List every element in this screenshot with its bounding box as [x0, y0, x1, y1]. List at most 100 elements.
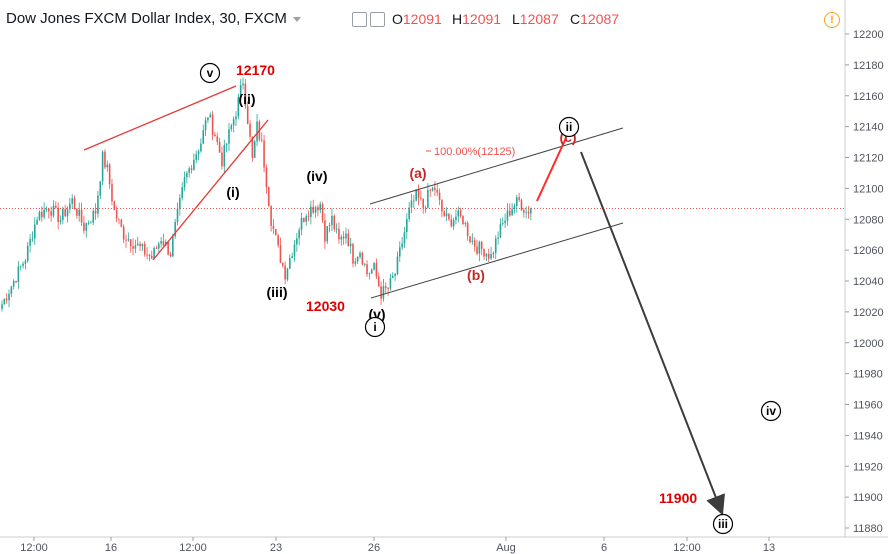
- candle-body: [391, 275, 394, 278]
- candle-body: [527, 211, 530, 214]
- candle-body: [106, 164, 109, 168]
- candle-body: [403, 232, 406, 244]
- candle-body: [73, 198, 76, 210]
- candle-body: [183, 177, 186, 188]
- candle-body: [396, 256, 399, 274]
- candle-body: [366, 264, 368, 275]
- candle-body: [333, 215, 336, 230]
- candle-body: [352, 243, 354, 264]
- candle-body: [478, 241, 481, 254]
- candle-body: [92, 210, 95, 223]
- candle-body: [326, 225, 329, 242]
- x-tick-label: 13: [763, 542, 775, 554]
- candle-body: [22, 263, 24, 266]
- candle-body: [214, 134, 216, 137]
- candle-body: [55, 205, 57, 208]
- candle-body: [380, 286, 382, 299]
- symbol-dropdown-icon[interactable]: [292, 16, 301, 22]
- candle-body: [501, 223, 504, 224]
- candle-body: [317, 207, 319, 211]
- candle-body: [450, 219, 453, 227]
- candle-body: [244, 83, 247, 107]
- candle-body: [155, 248, 158, 249]
- wave-label-i-circle: [364, 316, 386, 338]
- candle-body: [148, 254, 151, 256]
- candle-body: [494, 238, 497, 253]
- candle-body: [298, 229, 300, 239]
- candle-body: [19, 265, 22, 267]
- wave-label-ii-minor: (ii): [238, 91, 255, 107]
- candle-body: [125, 239, 127, 241]
- channel-lower-line: [370, 222, 624, 299]
- candle-body: [363, 264, 366, 265]
- candle-body: [342, 236, 345, 239]
- wave-label-iv: iv: [766, 404, 776, 418]
- wave-label-b: (b): [467, 267, 485, 283]
- candle-body: [176, 208, 179, 222]
- candle-body: [237, 96, 240, 117]
- warning-icon[interactable]: !: [824, 12, 840, 28]
- ohlc-low: L12087: [512, 11, 559, 27]
- candle-body: [31, 238, 34, 240]
- candle-body: [50, 211, 52, 216]
- candle-body: [76, 209, 78, 216]
- candle-body: [508, 210, 511, 216]
- candle-body: [181, 187, 183, 198]
- candle-body: [462, 216, 464, 225]
- candle-body: [129, 239, 132, 247]
- candle-body: [111, 184, 113, 202]
- candle-body: [424, 207, 427, 209]
- candle-body: [36, 219, 38, 225]
- candle-body: [66, 209, 69, 217]
- candle-body: [69, 203, 71, 210]
- screenshot-icon[interactable]: [370, 12, 385, 27]
- candle-body: [328, 225, 331, 226]
- x-tick-label: 12:00: [179, 542, 207, 554]
- candle-body: [193, 159, 195, 170]
- price-label-low: 12030: [306, 298, 345, 314]
- symbol-title[interactable]: Dow Jones FXCM Dollar Index, 30, FXCM: [6, 10, 301, 27]
- candle-body: [172, 236, 174, 257]
- candle-body: [235, 116, 237, 120]
- wave-label-i: i: [373, 320, 376, 334]
- candle-body: [127, 239, 130, 241]
- candle-body: [513, 205, 516, 210]
- candle-body: [422, 198, 424, 208]
- candle-body: [80, 209, 83, 223]
- y-tick-label: 12200: [853, 29, 884, 41]
- candle-body: [160, 241, 162, 244]
- candle-body: [473, 240, 476, 247]
- y-tick-label: 11960: [853, 400, 883, 412]
- candle-body: [277, 235, 279, 246]
- y-tick-label: 12080: [853, 214, 884, 226]
- candle-body: [324, 220, 326, 242]
- candle-body: [319, 204, 322, 211]
- candle-body: [303, 217, 305, 222]
- candle-body: [291, 256, 293, 259]
- candle-body: [312, 206, 315, 213]
- candle-body: [530, 208, 532, 214]
- wave-c-projection: [536, 137, 567, 202]
- y-tick-label: 12040: [853, 276, 884, 288]
- ohlc-open: O12091: [392, 11, 442, 27]
- y-tick-label: 12060: [853, 245, 884, 257]
- candle-body: [356, 257, 359, 262]
- candle-body: [420, 197, 422, 199]
- candle-body: [511, 209, 513, 216]
- candle-body: [43, 209, 45, 218]
- wave-label-iii: iii: [718, 517, 728, 531]
- candle-body: [471, 240, 474, 242]
- candle-body: [384, 286, 387, 289]
- y-tick-label: 12020: [853, 307, 884, 319]
- settings-icon[interactable]: [352, 12, 367, 27]
- candle-body: [321, 204, 324, 221]
- candle-body: [45, 208, 48, 210]
- candle-body: [162, 241, 165, 246]
- candle-body: [12, 280, 15, 287]
- candle-body: [71, 198, 73, 204]
- candle-body: [115, 210, 118, 219]
- candle-body: [218, 141, 221, 153]
- candle-body: [370, 269, 373, 274]
- wave-label-iii-circle: [712, 513, 734, 535]
